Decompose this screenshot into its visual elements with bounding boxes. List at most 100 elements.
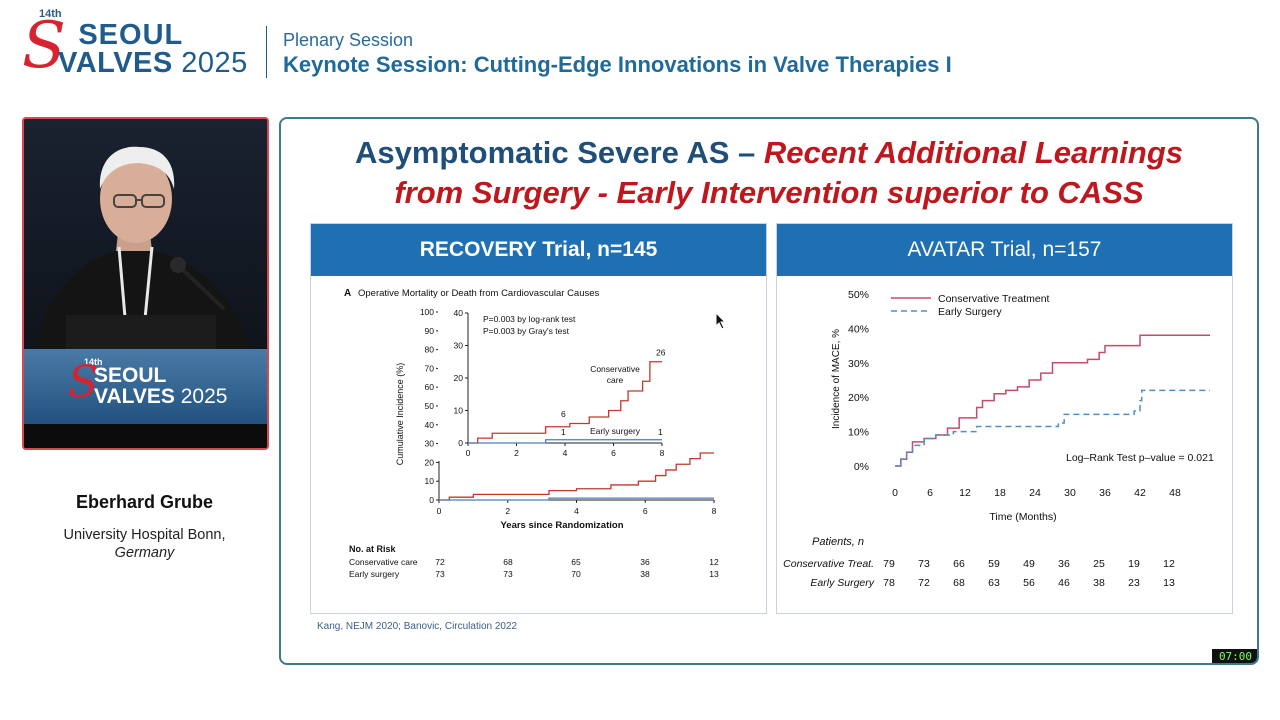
speaker-video: 14th S SEOUL VALVES 2025 [22,117,269,450]
recovery-inset-x-tick-label: 8 [660,448,665,458]
recovery-inset-x-tick-label: 6 [611,448,616,458]
slide-title-highlight-2: from Surgery - Early Intervention superi… [394,175,1144,210]
avatar-patients-header: Patients, n [812,536,864,548]
recovery-at-risk-header: No. at Risk [349,544,397,554]
avatar-patients-value: 23 [1128,577,1140,589]
avatar-patients-value: 13 [1163,577,1175,589]
podium-logo-line1: SEOUL [94,364,167,387]
recovery-panel-title: RECOVERY Trial, n=145 [311,224,766,276]
session-label: Plenary Session [283,30,414,50]
recovery-at-risk-value: 65 [571,557,581,567]
podium-logo-year: 2025 [180,385,228,408]
avatar-x-tick-label: 18 [994,487,1006,499]
recovery-chart: A Operative Mortality or Death from Card… [344,288,719,579]
logo-edition: 14th [39,8,62,20]
recovery-y-tick-label: 0 [429,495,434,505]
recovery-y-tick-label: 80 [425,345,435,355]
avatar-legend-conservative: Conservative Treatment [938,293,1050,305]
avatar-patients-values: 79 73 66 59 49 36 25 19 12 78 72 68 63 56 46 38 23 13 [883,558,1175,589]
avatar-patients-value: 78 [883,577,895,589]
podium-logo: 14th S SEOUL VALVES 2025 [68,357,258,417]
avatar-y-tick-label: 30% [848,358,869,370]
avatar-y-tick-label: 0% [854,461,869,473]
avatar-patients-value: 25 [1093,558,1105,570]
avatar-x-tick-label: 30 [1064,487,1076,499]
podium-logo-line2: VALVES 2025 [94,386,227,408]
avatar-chart: Incidence of MACE, % Time (Months) 0% 10%… [783,289,1214,589]
slide-title: Asymptomatic Severe AS – Recent Addition… [281,133,1257,213]
recovery-inset-label-conservative: Conservative [590,364,640,374]
recovery-y-tick-label: 10 [425,476,435,486]
recovery-chart-title: Operative Mortality or Death from Cardio… [358,288,600,299]
recovery-y-tick-label: 50 [425,401,435,411]
avatar-x-axis-label: Time (Months) [989,511,1056,523]
recovery-y-tick-label: 40 [425,420,435,430]
avatar-main-plot: 0% 10% 20% 30% 40% 50% 0 6 12 18 24 30 36 42 48 [848,289,1210,499]
avatar-x-tick-label: 36 [1099,487,1111,499]
recovery-inset-n-cons-4: 6 [561,409,566,419]
avatar-y-tick-label: 20% [848,392,869,404]
recovery-at-risk-value: 13 [709,569,719,579]
recovery-inset-n-cons-8: 26 [656,347,666,357]
recovery-at-risk-value: 73 [435,569,445,579]
speaker-image [24,119,267,448]
avatar-x-tick-label: 0 [892,487,898,499]
podium-logo-s-glyph: S [68,357,99,408]
recovery-inset-label-early: Early surgery [590,426,641,436]
podium-logo-line2-text: VALVES [94,385,175,408]
recovery-panel-letter: A [344,288,351,299]
recovery-y-tick-label: 20 [425,457,435,467]
avatar-x-tick-label: 48 [1169,487,1181,499]
recovery-inset-n-early-4: 1 [561,427,566,437]
recovery-inset-y-tick-label: 40 [454,308,464,318]
recovery-inset-y-tick-label: 30 [454,341,464,351]
recovery-at-risk-value: 38 [640,569,650,579]
recovery-inset-background [438,309,668,461]
recovery-y-axis-label: Cumulative Incidence (%) [395,363,405,466]
recovery-at-risk-value: 12 [709,557,719,567]
recovery-at-risk-label-early: Early surgery [349,569,400,579]
avatar-pvalue-annotation: Log–Rank Test p–value = 0.021 [1066,452,1214,464]
avatar-patients-value: 19 [1128,558,1140,570]
recovery-inset-series-conservative [468,361,662,444]
avatar-x-tick-label: 12 [959,487,971,499]
recovery-x-tick-label: 0 [437,506,442,516]
avatar-y-tick-label: 40% [848,323,869,335]
avatar-patients-label-conservative: Conservative Treat. [783,558,874,570]
recovery-x-tick-label: 2 [505,506,510,516]
recovery-inset-pvalue-gray: P=0.003 by Gray's test [483,326,570,336]
speaker-country: Germany [114,545,175,561]
recovery-inset-x-tick-label: 0 [466,448,471,458]
avatar-patients-value: 68 [953,577,965,589]
recovery-x-tick-label: 8 [712,506,717,516]
recovery-panel: RECOVERY Trial, n=145 A Operative Mortal… [310,223,767,614]
recovery-at-risk-value: 72 [435,557,445,567]
avatar-y-axis-label: Incidence of MACE, % [831,329,842,429]
countdown-timer: 07:00 [1212,649,1257,663]
recovery-x-tick-label: 4 [574,506,579,516]
recovery-at-risk-value: 68 [503,557,513,567]
recovery-at-risk-value: 70 [571,569,581,579]
session-title: Keynote Session: Cutting-Edge Innovation… [283,52,952,77]
recovery-inset-series-early [468,439,662,444]
speaker-institution: University Hospital Bonn, [63,527,226,543]
avatar-series-conservative [895,334,1210,467]
recovery-series-conservative [439,452,714,501]
logo-line1-text: SEOUL [78,19,184,51]
podium-logo-edition: 14th [84,357,103,367]
avatar-patients-value: 66 [953,558,965,570]
recovery-y-tick-label: 60 [425,382,435,392]
header-divider [266,26,267,78]
logo-line2: VALVES 2025 [58,48,248,78]
avatar-series-early [895,389,1210,467]
speaker-affiliation: University Hospital Bonn, Germany [22,526,267,562]
recovery-at-risk-value: 73 [503,569,513,579]
avatar-y-tick-label: 10% [848,427,869,439]
avatar-y-tick-label: 50% [848,289,869,301]
slide-citation: Kang, NEJM 2020; Banovic, Circulation 20… [317,621,518,632]
slide-title-plain: Asymptomatic Severe AS – [354,135,764,170]
recovery-y-tick-label: 70 [425,363,435,373]
avatar-panel-title: AVATAR Trial, n=157 [777,224,1232,276]
